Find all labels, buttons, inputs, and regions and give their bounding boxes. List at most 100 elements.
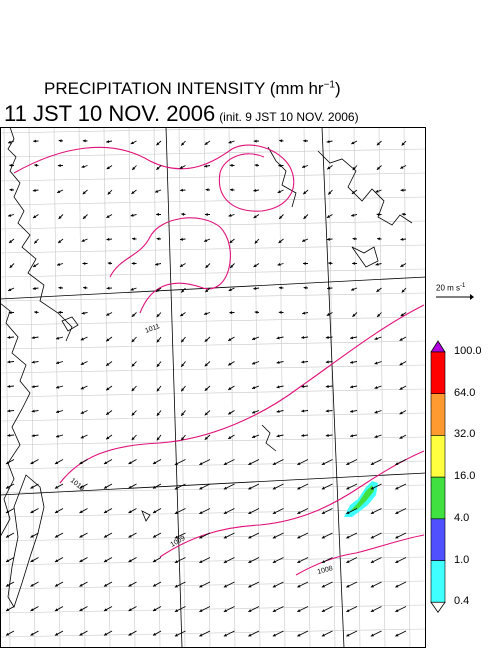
- wind-vector-head: [56, 336, 60, 340]
- map-title: PRECIPITATION INTENSITY (mm hr−1): [44, 79, 341, 99]
- wind-vector-head: [106, 436, 110, 440]
- wind-vector-head: [321, 511, 326, 514]
- wind-vector-head: [350, 360, 354, 364]
- wind-vector-head: [199, 584, 203, 588]
- wind-vector-head: [82, 261, 86, 266]
- wind-vector-head: [279, 215, 283, 219]
- wind-vector-head: [79, 461, 83, 464]
- colorbar-segment: [430, 476, 446, 520]
- wind-vector-head: [370, 560, 375, 563]
- wind-vector-head: [128, 559, 132, 562]
- wind-vector-head: [131, 412, 135, 416]
- wind-vector-head: [34, 310, 38, 314]
- wind-vector-head: [156, 363, 160, 367]
- wind-vector-head: [156, 313, 160, 318]
- wind-vector-head: [106, 338, 110, 342]
- colorbar-label: 100.0: [454, 345, 482, 357]
- coast-shikoku: [351, 246, 379, 268]
- wind-vector-head: [346, 560, 350, 563]
- lat-lon-grid: [0, 127, 426, 648]
- wind-vector-head: [351, 287, 355, 291]
- wind-vector-head: [254, 240, 258, 244]
- wind-vector-head: [228, 387, 232, 390]
- ref-label-exponent: -1: [460, 283, 466, 289]
- wind-vector-head: [103, 510, 108, 513]
- colorbar-label: 4.0: [454, 511, 470, 524]
- wind-vector-head: [8, 140, 12, 144]
- major-grid-line: [0, 472, 426, 496]
- wind-vector-head: [103, 559, 108, 562]
- wind-vector-head: [346, 633, 350, 637]
- wind-vector-head: [326, 140, 330, 144]
- wind-vector-head: [30, 559, 34, 562]
- coast-japan-honshu: [317, 150, 413, 226]
- wind-vector-head: [106, 362, 110, 366]
- isobar-1009: [159, 450, 425, 558]
- wind-vector-head: [79, 534, 83, 538]
- wind-vector-head: [31, 434, 35, 438]
- wind-vector-head: [375, 262, 379, 266]
- wind-vector-head: [276, 336, 280, 340]
- wind-vector-head: [179, 237, 183, 241]
- wind-vector-head: [374, 386, 378, 389]
- wind-vector-head: [30, 461, 34, 464]
- wind-vector-head: [399, 435, 403, 439]
- wind-vector-head: [30, 510, 34, 513]
- wind-vector-head: [301, 384, 305, 388]
- wind-vector-head: [301, 433, 305, 437]
- wind-vector-head: [80, 411, 84, 414]
- precip-colorbar: [430, 340, 446, 613]
- coastlines: [0, 127, 413, 608]
- wind-vector-head: [81, 165, 85, 169]
- wind-vector-head: [399, 337, 403, 341]
- wind-vector-head: [205, 289, 209, 293]
- wind-vector-head: [106, 166, 110, 170]
- wind-vector-head: [228, 436, 232, 439]
- wind-vector-head: [30, 583, 34, 587]
- wind-vector-head: [327, 286, 331, 290]
- wind-vector-head: [253, 188, 257, 192]
- wind-vector-head: [321, 584, 326, 588]
- wind-vector-head: [370, 486, 375, 490]
- wind-vector-head: [181, 339, 185, 343]
- wind-vector-head: [401, 212, 405, 216]
- wind-vector-head: [400, 165, 404, 169]
- wind-vector-head: [81, 311, 85, 315]
- wind-vector-head: [223, 633, 228, 637]
- wind-vector-head: [7, 360, 11, 364]
- wind-vector-head: [399, 362, 403, 366]
- wind-vector-head: [321, 486, 326, 490]
- wind-vector-head: [152, 485, 157, 489]
- wind-vector-head: [179, 165, 183, 169]
- wind-vector-head: [204, 363, 208, 367]
- wind-vector-head: [80, 386, 84, 390]
- wind-vector-head: [181, 142, 185, 146]
- wind-vector-head: [223, 511, 228, 514]
- wind-vector-head: [152, 608, 157, 611]
- wind-vector-head: [370, 609, 375, 612]
- wind-vector-head: [199, 535, 203, 539]
- wind-vector-head: [346, 462, 350, 465]
- wind-vector-head: [5, 461, 10, 464]
- wind-vector-head: [103, 608, 108, 611]
- reference-vector-label: 20 m s-1: [436, 283, 465, 293]
- colorbar-segment: [430, 351, 446, 395]
- wind-vector-head: [174, 609, 179, 612]
- wind-vector-head: [79, 485, 83, 489]
- wind-vector-head: [278, 164, 282, 168]
- wind-vector-head: [297, 609, 301, 612]
- wind-vector-head: [156, 339, 160, 343]
- colorbar-segment: [430, 435, 446, 478]
- wind-vector-head: [156, 437, 160, 441]
- wind-vector-head: [303, 286, 307, 290]
- isobar-upper: [13, 144, 295, 212]
- map-border: [0, 127, 426, 648]
- wind-vector-head: [376, 288, 380, 292]
- wind-vector-head: [229, 311, 233, 315]
- wind-vector-head: [106, 140, 110, 144]
- wind-vector-head: [199, 560, 203, 563]
- wind-vector-head: [370, 535, 375, 539]
- wind-vector-head: [79, 510, 83, 513]
- wind-vector-head: [272, 584, 277, 588]
- ref-label-text: 20 m s: [436, 283, 461, 293]
